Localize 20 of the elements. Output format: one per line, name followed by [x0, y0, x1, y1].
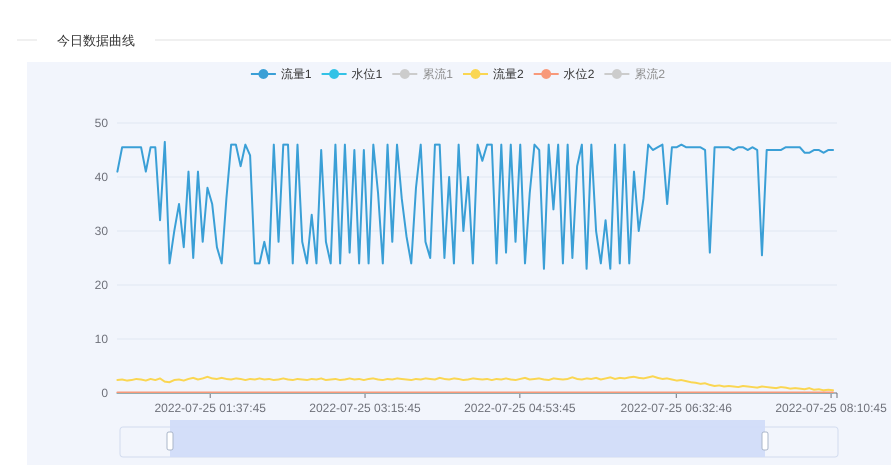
x-tick-label: 2022-07-25 04:53:45	[464, 401, 576, 415]
legend-label: 流量1	[280, 67, 312, 81]
legend-label: 累流2	[634, 67, 666, 81]
line-series	[116, 375, 834, 392]
y-tick-label: 10	[94, 332, 108, 346]
legend-label: 累流1	[422, 67, 454, 81]
x-tick-label: 2022-07-25 01:37:45	[154, 401, 266, 415]
legend-label: 流量2	[493, 67, 524, 81]
x-tick-label: 2022-07-25 08:10:45	[775, 401, 888, 415]
x-tick-label: 2022-07-25 03:15:45	[309, 401, 422, 415]
y-tick-label: 50	[94, 116, 108, 130]
chart-title: 今日数据曲线	[57, 33, 135, 48]
y-tick-label: 30	[94, 224, 108, 238]
y-tick-label: 40	[94, 170, 108, 184]
line-series	[116, 140, 834, 270]
y-tick-label: 20	[94, 278, 108, 292]
y-tick-label: 0	[101, 386, 108, 400]
legend-label: 水位2	[564, 67, 595, 81]
legend-label: 水位1	[352, 67, 383, 81]
x-tick-label: 2022-07-25 06:32:46	[620, 401, 732, 415]
